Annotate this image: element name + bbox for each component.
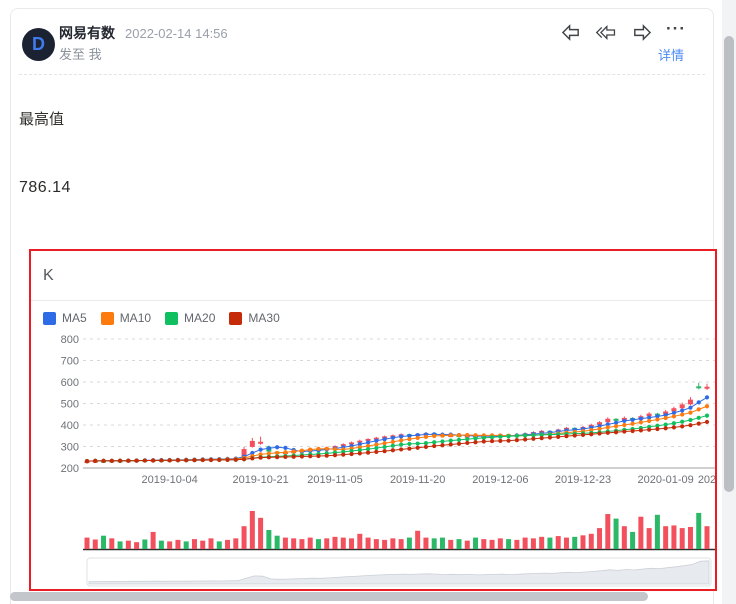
legend-item-ma20[interactable]: MA20 xyxy=(165,311,215,325)
svg-text:2019-12-23: 2019-12-23 xyxy=(555,474,611,486)
legend-item-ma5[interactable]: MA5 xyxy=(43,311,87,325)
svg-text:200: 200 xyxy=(61,463,79,475)
svg-text:600: 600 xyxy=(61,377,79,389)
reply-icon[interactable] xyxy=(560,21,582,43)
svg-text:300: 300 xyxy=(61,442,79,454)
kline-chart-box[interactable]: K MA5 MA10 MA20 MA30 xyxy=(29,249,717,591)
vertical-scrollbar-track[interactable] xyxy=(722,0,736,604)
details-link[interactable]: 详情 xyxy=(657,48,684,63)
svg-text:800: 800 xyxy=(61,334,79,346)
svg-text:400: 400 xyxy=(61,420,79,432)
email-card: D 网易有数 2022-02-14 14:56 发至 我 xyxy=(10,8,717,604)
header-divider xyxy=(19,74,705,75)
ma10-swatch xyxy=(100,311,114,325)
svg-text:2019-10-04: 2019-10-04 xyxy=(142,474,198,486)
reply-all-icon[interactable] xyxy=(595,21,617,43)
legend-item-ma10[interactable]: MA10 xyxy=(100,311,151,325)
svg-text:500: 500 xyxy=(61,399,79,411)
svg-text:2019-10-21: 2019-10-21 xyxy=(232,474,288,486)
ma20-swatch xyxy=(165,311,179,325)
email-actions: ··· xyxy=(560,19,687,43)
vertical-scrollbar-thumb[interactable] xyxy=(724,36,734,492)
svg-text:700: 700 xyxy=(61,356,79,368)
chart-legend: MA5 MA10 MA20 MA30 xyxy=(43,311,280,325)
ma5-swatch xyxy=(43,311,56,325)
chart-title: K xyxy=(43,267,54,284)
recipient-line: 发至 我 xyxy=(59,47,102,62)
sender-row: 网易有数 2022-02-14 14:56 xyxy=(59,23,228,43)
svg-text:202: 202 xyxy=(698,474,715,486)
sender-name: 网易有数 xyxy=(59,25,115,41)
field-value: 786.14 xyxy=(19,179,71,196)
chart-title-divider xyxy=(31,300,715,301)
svg-text:2019-12-06: 2019-12-06 xyxy=(472,474,528,486)
field-label: 最高值 xyxy=(19,111,65,128)
svg-text:2019-11-20: 2019-11-20 xyxy=(390,474,445,486)
svg-text:2019-11-05: 2019-11-05 xyxy=(307,474,362,486)
forward-icon[interactable] xyxy=(630,21,652,43)
sender-avatar[interactable]: D xyxy=(22,28,55,61)
email-timestamp: 2022-02-14 14:56 xyxy=(125,26,228,41)
kline-chart-canvas[interactable]: 200 300 400 500 600 700 800 2019-10-04 2019-10-2… xyxy=(31,331,715,587)
svg-text:2020-01-09: 2020-01-09 xyxy=(638,474,694,486)
legend-item-ma30[interactable]: MA30 xyxy=(229,311,280,325)
avatar-letter: D xyxy=(32,34,45,54)
ma30-swatch xyxy=(229,311,243,325)
more-actions-icon[interactable]: ··· xyxy=(666,19,686,38)
email-header: D 网易有数 2022-02-14 14:56 发至 我 xyxy=(11,9,713,75)
horizontal-scrollbar-thumb[interactable] xyxy=(10,592,648,601)
